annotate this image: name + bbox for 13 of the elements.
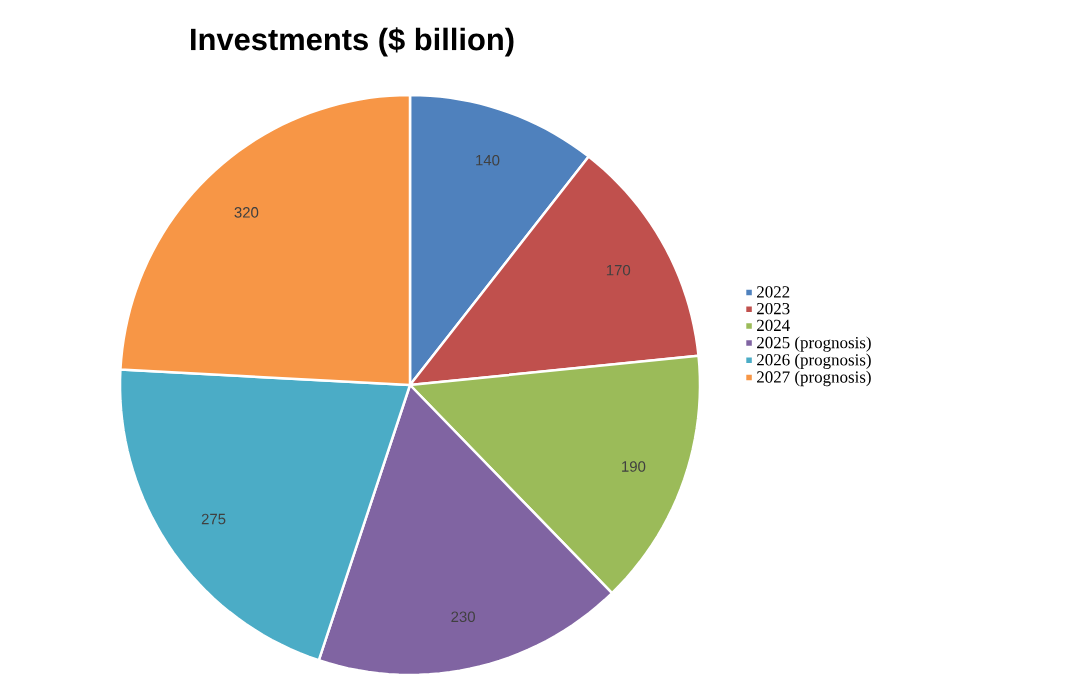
legend-label: 2022 [757,286,790,298]
data-label: 190 [622,461,646,472]
legend-label: 2026 (prognosis) [757,353,871,370]
legend-label: 2024 [757,319,790,332]
data-label: 275 [201,513,226,525]
data-label: 230 [451,611,475,623]
legend-label: 2023 [757,302,790,315]
chart-title: Investments ($ billion) [191,27,514,57]
data-label: 320 [234,207,259,218]
legend-label: 2027 (prognosis) [757,370,871,387]
data-label: 170 [606,264,631,276]
data-label: 140 [476,154,500,166]
legend-label: 2025 (prognosis) [757,336,871,352]
